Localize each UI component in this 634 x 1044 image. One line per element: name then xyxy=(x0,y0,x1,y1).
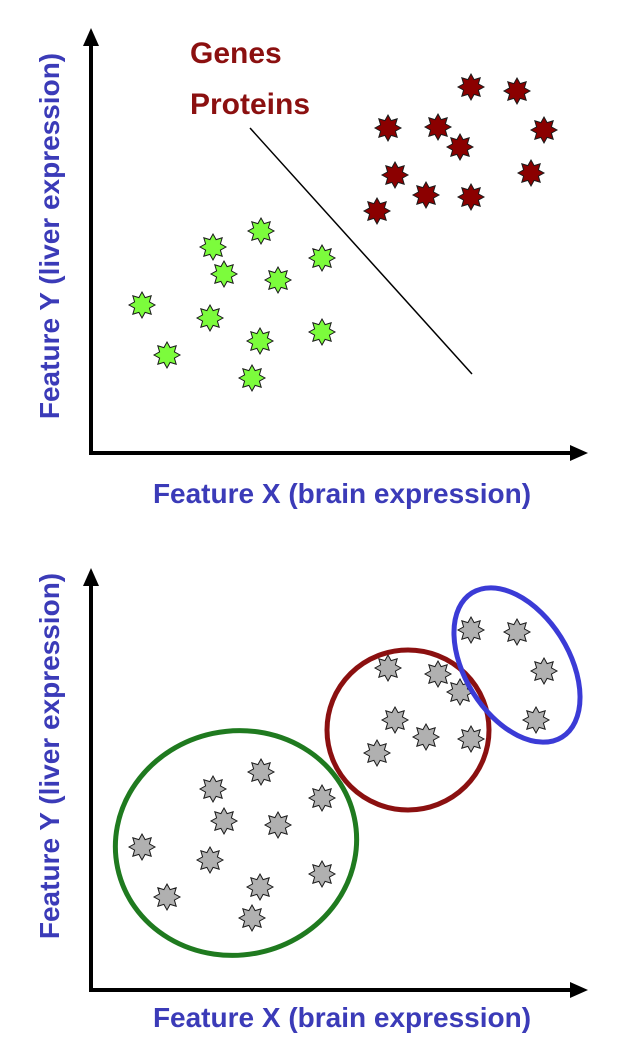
green-star-point xyxy=(237,363,267,393)
green-star-point xyxy=(198,232,228,262)
bottom-y-axis-label: Feature Y (liver expression) xyxy=(34,573,65,939)
separator-line xyxy=(249,127,473,375)
green-star-point xyxy=(127,290,157,320)
green-star-point xyxy=(307,317,337,347)
gray-star-point xyxy=(423,659,453,689)
bottom-x-axis-label: Feature X (brain expression) xyxy=(153,1002,531,1033)
green-points xyxy=(127,216,337,393)
gray-star-point xyxy=(152,882,182,912)
green-star-point xyxy=(263,265,293,295)
gray-star-point xyxy=(307,859,337,889)
top-x-axis-arrow xyxy=(570,445,588,461)
bottom-y-axis-arrow xyxy=(83,568,99,586)
gray-star-point xyxy=(209,806,239,836)
gray-star-point xyxy=(521,705,551,735)
green-star-point xyxy=(195,303,225,333)
top-x-axis-label: Feature X (brain expression) xyxy=(153,478,531,509)
blue-cluster xyxy=(451,585,583,745)
gray-star-point xyxy=(246,757,276,787)
top-y-axis-arrow xyxy=(83,28,99,46)
gray-star-point xyxy=(411,722,441,752)
bottom-panel: Feature X (brain expression) Feature Y (… xyxy=(34,568,588,1033)
gray-star-point xyxy=(195,845,225,875)
gray-points xyxy=(127,615,559,933)
red-star-point xyxy=(373,113,403,143)
green-cluster xyxy=(112,728,360,958)
gray-star-point xyxy=(362,738,392,768)
top-panel: Genes Proteins Feature X (brain expressi… xyxy=(34,28,588,509)
bottom-x-axis-arrow xyxy=(570,982,588,998)
red-star-point xyxy=(445,132,475,162)
gray-star-point xyxy=(456,615,486,645)
green-star-point xyxy=(209,259,239,289)
gray-star-point xyxy=(373,653,403,683)
green-star-point xyxy=(307,243,337,273)
green-star-point xyxy=(246,216,276,246)
gray-star-point xyxy=(380,705,410,735)
red-star-point xyxy=(456,182,486,212)
red-star-point xyxy=(362,196,392,226)
legend-proteins: Proteins xyxy=(190,88,310,121)
red-star-point xyxy=(456,72,486,102)
red-star-point xyxy=(529,115,559,145)
red-star-point xyxy=(411,180,441,210)
red-star-point xyxy=(380,160,410,190)
top-y-axis-label: Feature Y (liver expression) xyxy=(34,53,65,419)
gray-star-point xyxy=(237,903,267,933)
gray-star-point xyxy=(263,810,293,840)
gray-star-point xyxy=(456,724,486,754)
gray-star-point xyxy=(502,617,532,647)
red-star-point xyxy=(423,112,453,142)
red-cluster xyxy=(324,647,492,813)
red-points xyxy=(362,72,559,226)
gray-star-point xyxy=(127,832,157,862)
legend-genes: Genes xyxy=(190,37,282,70)
gray-star-point xyxy=(529,656,559,686)
gray-star-point xyxy=(198,774,228,804)
green-star-point xyxy=(152,340,182,370)
green-star-point xyxy=(245,326,275,356)
gray-star-point xyxy=(307,783,337,813)
red-star-point xyxy=(516,158,546,188)
gray-star-point xyxy=(245,872,275,902)
red-star-point xyxy=(502,76,532,106)
